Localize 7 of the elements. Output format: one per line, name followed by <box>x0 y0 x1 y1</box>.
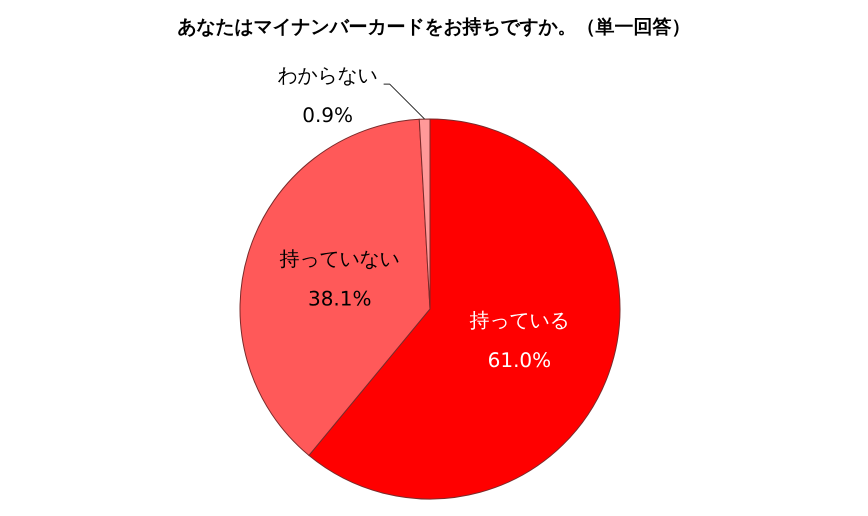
data-label: 38.1% <box>308 286 372 310</box>
data-label: 0.9% <box>302 103 354 128</box>
chart-title: あなたはマイナンバーカードをお持ちですか。（単一回答） <box>178 16 690 38</box>
slice-label: わからない <box>278 63 378 88</box>
slice-label: 持っていない <box>280 246 400 270</box>
slice-label: 持っている <box>469 308 570 332</box>
data-label: 61.0% <box>488 348 552 372</box>
